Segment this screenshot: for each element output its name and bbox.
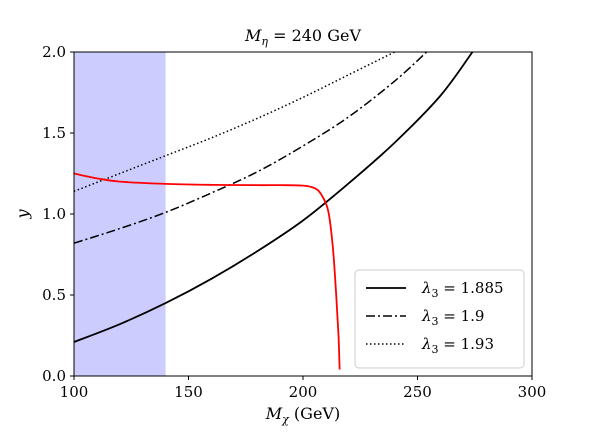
x-tick-label: 150	[174, 383, 203, 401]
legend-label-3: λ3 = 1.93	[421, 335, 494, 356]
series-line-lambda-1885	[74, 52, 474, 343]
x-tick-label: 100	[60, 383, 89, 401]
x-tick-label: 200	[289, 383, 318, 401]
legend: λ3 = 1.885 λ3 = 1.9 λ3 = 1.93	[354, 269, 525, 369]
legend-label-1: λ3 = 1.885	[421, 279, 504, 300]
y-tick-label: 1.5	[42, 124, 66, 142]
y-tick-label: 2.0	[42, 43, 66, 61]
y-tick-label: 0.0	[42, 367, 66, 385]
x-tick-label: 250	[403, 383, 432, 401]
y-axis-label: y	[13, 209, 32, 220]
legend-box	[354, 269, 525, 369]
series-line-red	[74, 172, 341, 370]
series-line-lambda-193	[74, 52, 395, 193]
series-line-lambda-19	[74, 52, 428, 244]
shaded-region	[74, 52, 166, 376]
x-axis-label: Mχ (GeV)	[265, 404, 340, 426]
y-tick-label: 0.5	[42, 286, 66, 304]
chart-title: Mη = 240 GeV	[244, 26, 361, 48]
x-tick-label: 300	[518, 383, 547, 401]
y-tick-label: 1.0	[42, 205, 66, 223]
legend-label-2: λ3 = 1.9	[421, 307, 484, 328]
